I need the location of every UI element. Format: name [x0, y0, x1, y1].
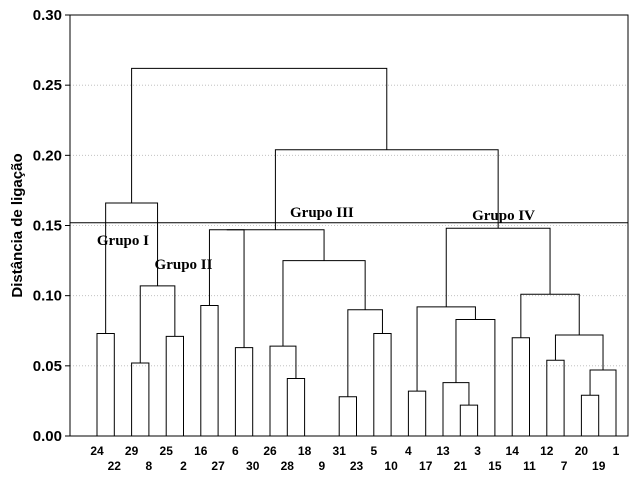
dendrogram-branch [96, 333, 115, 436]
y-tick-label: 0.05 [33, 358, 62, 375]
dendrogram-branch [234, 347, 254, 436]
dendrogram-branch [455, 319, 496, 436]
dendrogram-branch [554, 334, 604, 371]
dendrogram-branch [546, 359, 565, 436]
x-tick-label: 22 [108, 459, 122, 473]
x-tick-label: 17 [419, 459, 433, 473]
x-tick-label: 20 [575, 444, 589, 458]
x-tick-label: 23 [350, 459, 364, 473]
dendrogram-branch [511, 337, 530, 436]
dendrogram-branch [373, 333, 392, 436]
x-tick-label: 14 [506, 444, 520, 458]
x-axis-ticks: 24 29 25 16 6 26 18 31 5 4 13 3 14 12 20 1 22 8 2 27 30 28 9 23… [90, 444, 619, 473]
x-tick-label: 25 [160, 444, 174, 458]
y-tick-label: 0.25 [33, 77, 62, 94]
dendrogram-branch [589, 369, 617, 436]
x-tick-label: 26 [263, 444, 277, 458]
x-tick-label: 5 [370, 444, 377, 458]
x-tick-label: 4 [405, 444, 412, 458]
y-tick-label: 0.30 [33, 7, 62, 24]
x-tick-label: 19 [592, 459, 606, 473]
x-tick-label: 9 [319, 459, 326, 473]
x-tick-label: 3 [474, 444, 481, 458]
dendrogram-branch [286, 377, 306, 436]
x-tick-label: 1 [613, 444, 620, 458]
dendrogram-branch [139, 285, 176, 364]
dendrogram-branch [407, 390, 427, 436]
x-tick-label: 8 [146, 459, 153, 473]
x-tick-label: 29 [125, 444, 139, 458]
dendrogram-branch [165, 335, 184, 436]
x-tick-label: 21 [454, 459, 468, 473]
x-tick-label: 12 [540, 444, 554, 458]
dendrogram-branch [282, 260, 366, 347]
dendrogram-branch [520, 293, 580, 338]
x-tick-label: 13 [436, 444, 450, 458]
dendrogram-branch [131, 67, 388, 204]
group-label: Grupo IV [472, 208, 535, 224]
x-tick-label: 30 [246, 459, 260, 473]
x-tick-label: 10 [384, 459, 398, 473]
x-tick-label: 16 [194, 444, 208, 458]
y-tick-label: 0.15 [33, 218, 62, 235]
x-tick-label: 24 [90, 444, 104, 458]
dendrogram-branch [200, 304, 219, 436]
x-tick-label: 28 [281, 459, 295, 473]
dendrogram-branch [226, 229, 325, 261]
group-label: Grupo I [97, 233, 149, 249]
x-tick-label: 31 [333, 444, 347, 458]
dendrogram-branch [347, 309, 383, 397]
dendrogram-branch [208, 229, 245, 348]
group-label: Grupo III [290, 205, 354, 221]
dendrogram-branch [105, 202, 159, 334]
dendrogram-branch [442, 382, 470, 436]
dendrogram-branch [459, 404, 479, 436]
grid-lines [70, 84, 628, 367]
x-tick-label: 6 [232, 444, 239, 458]
x-tick-label: 2 [180, 459, 187, 473]
x-tick-label: 27 [211, 459, 225, 473]
group-label: Grupo II [155, 257, 213, 273]
y-tick-label: 0.10 [33, 288, 62, 305]
dendrogram-branch [269, 345, 297, 436]
x-tick-label: 15 [488, 459, 502, 473]
group-labels: Grupo I Grupo II Grupo III Grupo IV [97, 205, 535, 273]
dendrogram-branch [131, 362, 150, 436]
x-tick-label: 11 [523, 459, 536, 473]
y-axis-title: Distância de ligação [9, 153, 26, 297]
dendrogram-branch [445, 227, 551, 307]
x-tick-label: 18 [298, 444, 312, 458]
y-tick-label: 0.20 [33, 147, 62, 164]
x-tick-label: 7 [561, 459, 568, 473]
dendrogram-branch [338, 396, 357, 436]
y-axis-ticks: 0.00 0.05 0.10 0.15 0.20 0.25 0.30 [33, 7, 70, 445]
dendrogram-branches [96, 67, 617, 436]
dendrogram-branch [580, 394, 600, 436]
y-tick-label: 0.00 [33, 428, 62, 445]
